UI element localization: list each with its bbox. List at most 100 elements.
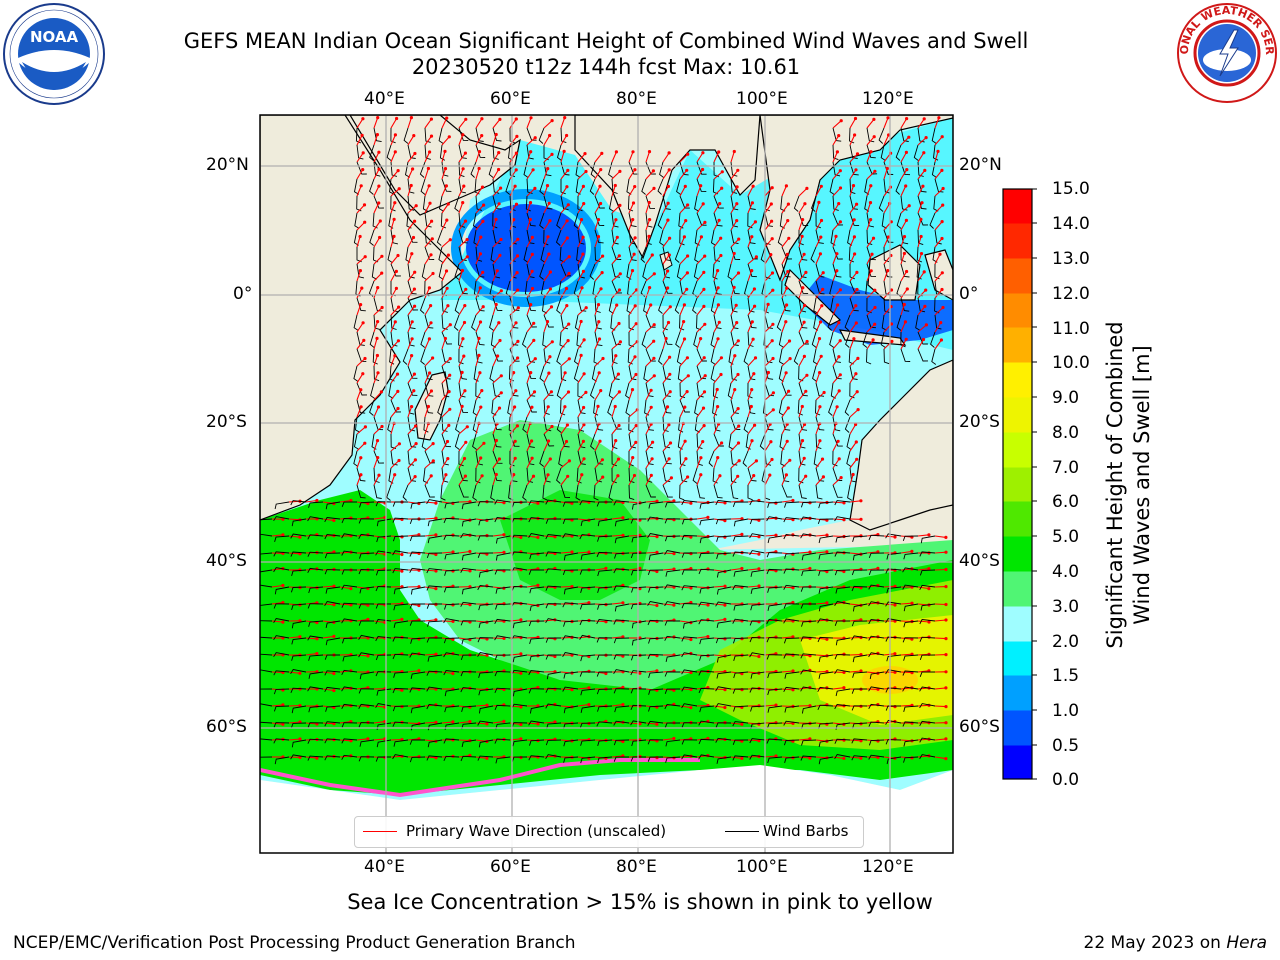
wave-arrow-head bbox=[502, 550, 506, 555]
wave-arrow-head bbox=[584, 169, 588, 174]
wave-direction-arrow bbox=[594, 372, 600, 384]
wave-arrow-head bbox=[666, 269, 670, 273]
wind-barb bbox=[342, 654, 358, 662]
wave-direction-arrow bbox=[730, 355, 736, 367]
wave-direction-arrow bbox=[866, 151, 872, 163]
wind-barb bbox=[642, 263, 648, 280]
wave-arrow-head bbox=[769, 440, 773, 444]
wind-barb bbox=[849, 212, 860, 227]
wind-barb bbox=[545, 687, 562, 693]
wave-direction-arrow bbox=[577, 687, 589, 690]
wind-barb bbox=[715, 686, 732, 692]
wind-barb bbox=[291, 705, 307, 714]
wind-barb bbox=[341, 686, 358, 692]
wave-direction-arrow bbox=[560, 501, 572, 504]
wind-barb bbox=[477, 720, 494, 726]
wave-arrow-head bbox=[463, 151, 467, 155]
wave-arrow-head bbox=[434, 516, 438, 520]
colorbar-tick-label: 0.5 bbox=[1052, 736, 1080, 756]
wind-barb bbox=[594, 229, 604, 244]
wave-direction-arrow bbox=[747, 654, 759, 658]
wind-barb bbox=[647, 532, 664, 538]
wave-direction-arrow bbox=[764, 289, 774, 299]
wind-barb bbox=[390, 127, 396, 144]
wave-arrow-head bbox=[499, 374, 503, 378]
wave-direction-arrow bbox=[543, 721, 556, 724]
wind-barb bbox=[308, 705, 324, 713]
wind-barb bbox=[900, 229, 909, 245]
wave-direction-arrow bbox=[441, 441, 448, 452]
wind-barb bbox=[490, 484, 496, 501]
wind-barb bbox=[608, 297, 614, 314]
wave-arrow-head bbox=[719, 372, 723, 377]
wave-arrow-head bbox=[478, 286, 482, 290]
wave-arrow-head bbox=[770, 219, 774, 223]
wind-barb bbox=[647, 600, 664, 606]
wave-direction-arrow bbox=[781, 237, 790, 248]
colorbar-border bbox=[1002, 188, 1033, 780]
wave-direction-arrow bbox=[662, 373, 671, 384]
wind-barb bbox=[460, 533, 477, 539]
wave-direction-arrow bbox=[815, 321, 822, 333]
wave-direction-arrow bbox=[781, 459, 791, 469]
wave-direction-arrow bbox=[815, 220, 822, 231]
wind-barb bbox=[851, 635, 868, 641]
wind-barb bbox=[260, 533, 273, 537]
wave-arrow-head bbox=[820, 304, 824, 308]
wind-barb bbox=[648, 552, 664, 561]
wave-direction-arrow bbox=[696, 222, 706, 231]
wave-arrow-head bbox=[837, 389, 841, 393]
wave-direction-arrow bbox=[356, 603, 368, 606]
wave-direction-arrow bbox=[373, 474, 380, 486]
wind-barb bbox=[444, 552, 460, 560]
wave-direction-arrow bbox=[781, 407, 789, 418]
wave-direction-arrow bbox=[628, 270, 634, 282]
wave-direction-arrow bbox=[866, 270, 872, 282]
wind-barb bbox=[868, 584, 885, 590]
wave-direction-arrow bbox=[696, 375, 706, 384]
wave-direction-arrow bbox=[271, 620, 283, 623]
wave-arrow-head bbox=[703, 374, 707, 378]
wind-barb bbox=[477, 501, 494, 507]
colorbar-block bbox=[1003, 362, 1032, 398]
wave-direction-arrow bbox=[458, 534, 471, 537]
wave-direction-arrow bbox=[509, 238, 519, 248]
wind-barb bbox=[698, 720, 715, 726]
wave-arrow-head bbox=[393, 354, 397, 358]
legend-wave-line bbox=[363, 831, 397, 832]
wind-barb bbox=[509, 450, 515, 467]
wind-barb bbox=[815, 467, 825, 482]
wave-arrow-head bbox=[838, 339, 842, 343]
wave-arrow-head bbox=[444, 184, 448, 188]
wave-direction-arrow bbox=[781, 271, 789, 282]
wave-direction-arrow bbox=[798, 406, 803, 418]
wave-arrow-head bbox=[749, 404, 753, 409]
wave-direction-arrow bbox=[424, 423, 429, 435]
wind-barb bbox=[438, 263, 444, 280]
wave-direction-arrow bbox=[475, 306, 484, 316]
wave-direction-arrow bbox=[458, 390, 466, 401]
wave-arrow-head bbox=[905, 269, 909, 274]
wave-direction-arrow bbox=[764, 340, 773, 350]
wave-direction-arrow bbox=[611, 475, 619, 486]
wave-direction-arrow bbox=[526, 169, 534, 180]
wave-direction-arrow bbox=[356, 185, 362, 197]
wind-barb bbox=[494, 687, 511, 693]
wind-barb bbox=[386, 144, 392, 161]
wave-direction-arrow bbox=[645, 670, 657, 673]
wave-arrow-head bbox=[923, 304, 927, 308]
wind-barb bbox=[522, 484, 528, 501]
wave-arrow-head bbox=[315, 652, 319, 656]
wave-arrow-head bbox=[941, 203, 945, 207]
wave-arrow-head bbox=[667, 253, 671, 257]
wind-barb bbox=[375, 654, 392, 661]
wave-direction-arrow bbox=[594, 219, 600, 231]
wind-barb bbox=[851, 738, 868, 744]
wind-barb bbox=[512, 739, 528, 747]
wind-barb bbox=[475, 195, 483, 211]
wind-barb bbox=[291, 654, 307, 661]
wind-barb bbox=[325, 620, 341, 628]
wave-direction-arrow bbox=[747, 321, 753, 333]
wave-arrow-head bbox=[579, 319, 583, 324]
wave-arrow-head bbox=[549, 390, 554, 394]
